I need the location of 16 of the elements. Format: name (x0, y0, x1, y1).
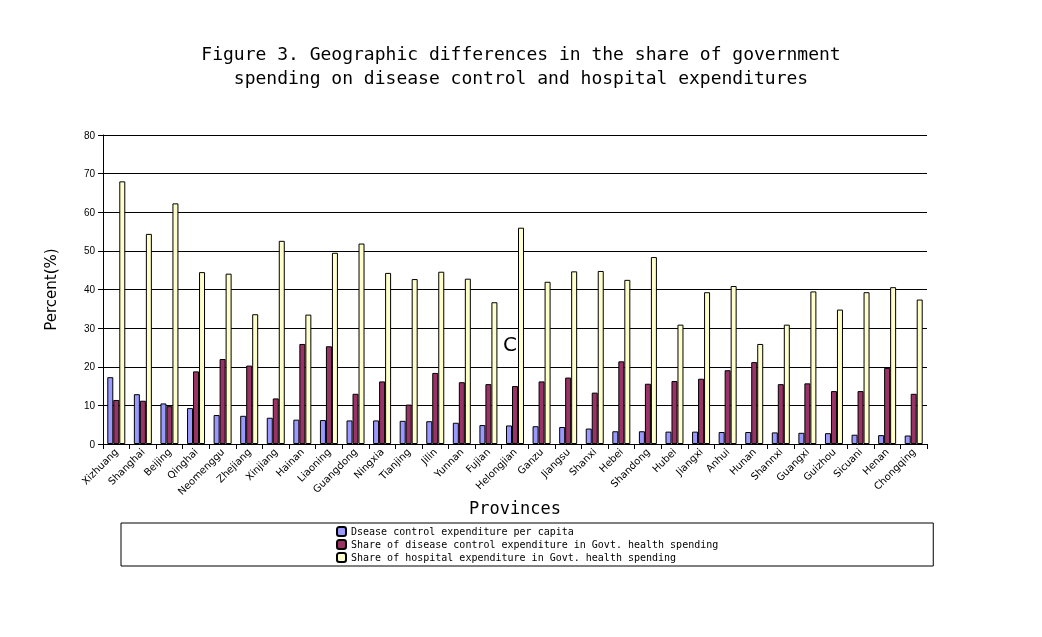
y-tick-label: 0 (89, 438, 96, 450)
y-tick-label: 70 (83, 168, 96, 180)
annotation: C (503, 331, 517, 356)
legend-label: Share of disease control expenditure in Govt. health spending (351, 539, 719, 550)
y-tick-label: 60 (83, 206, 96, 218)
y-tick-label: 30 (83, 322, 96, 334)
y-tick-label: 80 (83, 129, 96, 141)
y-axis-title: Percent(%) (41, 248, 60, 331)
x-axis-title: Provinces (468, 498, 562, 519)
legend-label: Dsease control expenditure per capita (351, 526, 574, 537)
legend-label: Share of hospital expenditure in Govt. health spending (351, 552, 677, 563)
y-tick-label: 50 (83, 245, 96, 257)
y-tick-label: 40 (83, 284, 96, 295)
chart-title: Figure 3. Geographic differences in the share of government spending on disease control and hospital expenditures (201, 42, 841, 88)
y-tick-label: 10 (83, 399, 96, 411)
y-tick-label: 20 (83, 361, 96, 373)
